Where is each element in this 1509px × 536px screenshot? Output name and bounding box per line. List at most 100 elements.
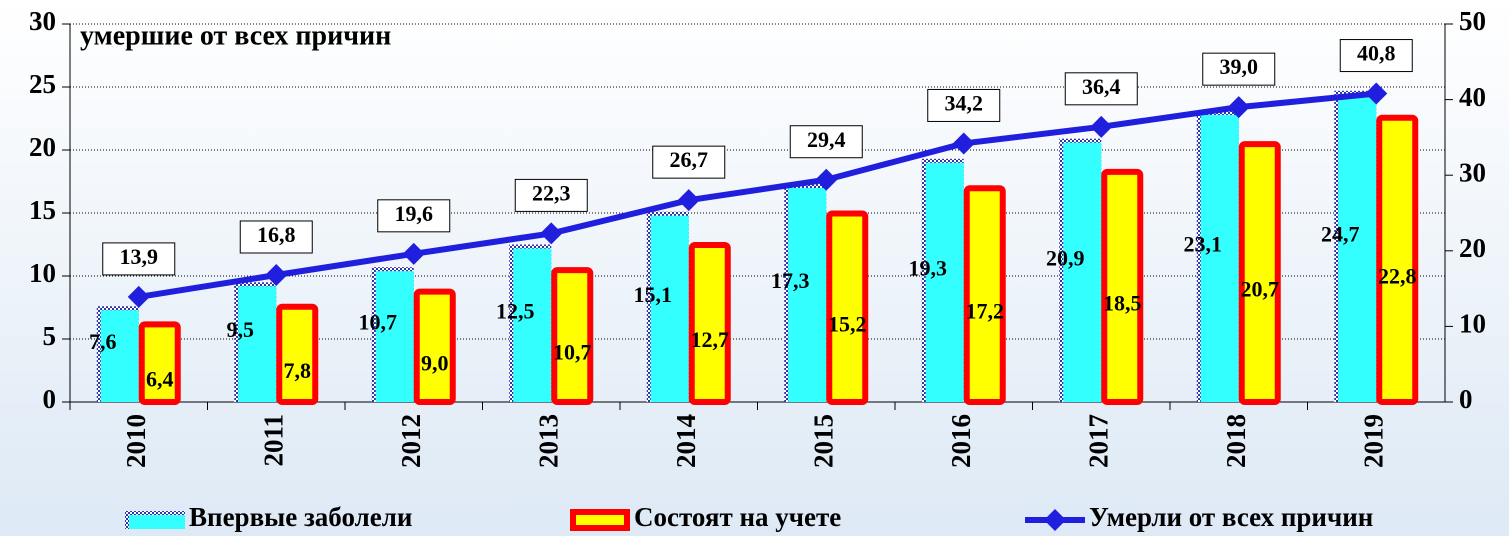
data-label: 13,9 xyxy=(120,244,159,269)
data-label: 6,4 xyxy=(146,367,174,392)
data-label: 29,4 xyxy=(807,127,846,152)
bar xyxy=(138,321,181,405)
data-label: 17,3 xyxy=(771,268,810,293)
bar xyxy=(551,267,594,405)
y-tick-label: 20 xyxy=(29,132,56,162)
marker xyxy=(540,222,563,245)
data-label: 36,4 xyxy=(1082,74,1121,99)
data-label: 20,7 xyxy=(1241,277,1280,302)
y2-tick-label: 40 xyxy=(1459,82,1486,112)
data-label: 20,9 xyxy=(1046,245,1085,270)
legend-swatch xyxy=(129,515,185,529)
data-label: 40,8 xyxy=(1357,41,1396,66)
data-label: 24,7 xyxy=(1321,221,1360,246)
y2-tick-label: 50 xyxy=(1459,6,1486,36)
x-tick-label: 2019 xyxy=(1358,414,1388,468)
data-label: 18,5 xyxy=(1103,290,1142,315)
data-label: 12,7 xyxy=(691,327,730,352)
data-label: 9,5 xyxy=(227,317,255,342)
bar xyxy=(688,241,731,405)
x-tick-label: 2010 xyxy=(121,414,151,468)
marker xyxy=(677,189,700,212)
x-tick-label: 2017 xyxy=(1083,414,1113,468)
marker xyxy=(952,132,975,155)
label-box xyxy=(1064,72,1138,106)
label-box xyxy=(102,242,176,276)
data-label: 10,7 xyxy=(553,340,592,365)
y2-tick-label: 0 xyxy=(1459,384,1473,414)
x-tick-label: 2012 xyxy=(396,414,426,468)
label-box xyxy=(927,88,1001,122)
bar xyxy=(1238,141,1281,405)
label-box xyxy=(1202,52,1276,86)
y-tick-label: 10 xyxy=(29,258,56,288)
legend-label: Состоят на учете xyxy=(634,502,841,532)
x-tick-label: 2013 xyxy=(533,414,563,468)
label-box xyxy=(377,199,451,233)
bar-inner xyxy=(100,310,139,402)
marker xyxy=(815,168,838,191)
bar-inner xyxy=(1200,114,1239,402)
label-box xyxy=(1339,39,1413,73)
line xyxy=(138,90,1377,300)
bar-inner xyxy=(513,248,552,402)
data-label: 9,0 xyxy=(421,350,449,375)
y-tick-label: 15 xyxy=(29,195,56,225)
bar xyxy=(413,288,456,406)
bar-inner xyxy=(788,188,827,402)
bar-inner xyxy=(650,215,689,402)
data-label: 34,2 xyxy=(945,90,984,115)
bar-inner xyxy=(375,271,414,402)
data-label: 7,8 xyxy=(284,358,312,383)
marker xyxy=(127,285,150,308)
data-label: 19,6 xyxy=(395,201,434,226)
y-tick-label: 30 xyxy=(29,6,56,36)
data-label: 17,2 xyxy=(966,299,1005,324)
x-tick-label: 2018 xyxy=(1221,414,1251,468)
legend-label: Впервые заболели xyxy=(189,502,412,532)
marker xyxy=(1227,96,1250,119)
y-tick-label: 0 xyxy=(43,384,57,414)
data-label: 15,1 xyxy=(634,282,673,307)
chart-title: умершие от всех причин xyxy=(80,20,391,51)
marker xyxy=(1365,82,1388,105)
y-tick-label: 25 xyxy=(29,69,56,99)
data-label: 26,7 xyxy=(670,147,709,172)
y-tick-label: 5 xyxy=(43,321,57,351)
legend-label: Умерли от всех причин xyxy=(1089,502,1373,532)
label-box xyxy=(239,220,313,254)
bar-inner xyxy=(1063,142,1102,402)
bar xyxy=(276,303,319,405)
x-tick-label: 2014 xyxy=(671,414,701,468)
data-label: 10,7 xyxy=(359,310,398,335)
y2-tick-label: 30 xyxy=(1459,157,1486,187)
data-label: 19,3 xyxy=(909,255,948,280)
x-tick-label: 2011 xyxy=(258,414,288,467)
x-tick-label: 2016 xyxy=(946,414,976,468)
bar xyxy=(826,210,869,405)
bar xyxy=(963,185,1006,405)
data-label: 22,8 xyxy=(1378,263,1417,288)
label-box xyxy=(514,178,588,212)
data-label: 16,8 xyxy=(257,222,296,247)
data-label: 7,6 xyxy=(89,329,117,354)
bar-inner xyxy=(925,162,964,402)
data-label: 22,3 xyxy=(532,180,571,205)
label-box xyxy=(789,125,863,159)
bar xyxy=(1376,114,1419,405)
data-label: 23,1 xyxy=(1184,232,1223,257)
data-label: 15,2 xyxy=(828,311,867,336)
y2-tick-label: 10 xyxy=(1459,309,1486,339)
x-tick-label: 2015 xyxy=(808,414,838,468)
y2-tick-label: 20 xyxy=(1459,233,1486,263)
data-label: 39,0 xyxy=(1220,54,1259,79)
marker xyxy=(265,263,288,286)
marker xyxy=(1090,115,1113,138)
bar-inner xyxy=(1338,94,1377,402)
bar xyxy=(1101,168,1144,405)
data-label: 12,5 xyxy=(496,298,535,323)
legend-swatch xyxy=(570,509,630,531)
legend-swatch xyxy=(1044,509,1066,531)
marker xyxy=(402,242,425,265)
